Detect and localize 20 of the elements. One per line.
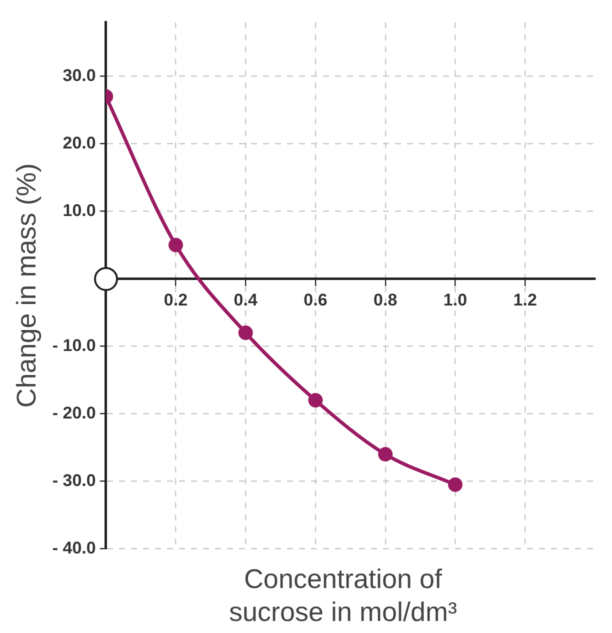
y-tick-label: 30.0 — [62, 66, 96, 85]
point — [168, 238, 183, 252]
y-tick-label: 20.0 — [62, 133, 96, 152]
point — [448, 477, 462, 492]
y-tick-label: - 20.0 — [52, 403, 96, 422]
x-tick-label: 0.4 — [234, 290, 258, 310]
y-axis-title: Change in mass (%) — [12, 163, 42, 408]
y-tick-label: - 40.0 — [52, 538, 96, 558]
point — [238, 326, 253, 340]
y-tick-label: - 10.0 — [52, 336, 96, 355]
x-tick-label: 1.0 — [443, 290, 468, 310]
x-tick-label: 0.8 — [374, 290, 398, 310]
y-tick-label: - 30.0 — [52, 470, 96, 490]
x-tick-label: 0.6 — [304, 290, 328, 310]
y-tick-label: 10.0 — [62, 200, 96, 220]
x-axis-title: Concentration of sucrose in mol/dm³ — [228, 563, 458, 629]
x-tick-label: 1.2 — [513, 290, 537, 310]
point — [378, 447, 393, 462]
x-tick-label: 0.2 — [164, 290, 188, 310]
point — [308, 393, 323, 408]
